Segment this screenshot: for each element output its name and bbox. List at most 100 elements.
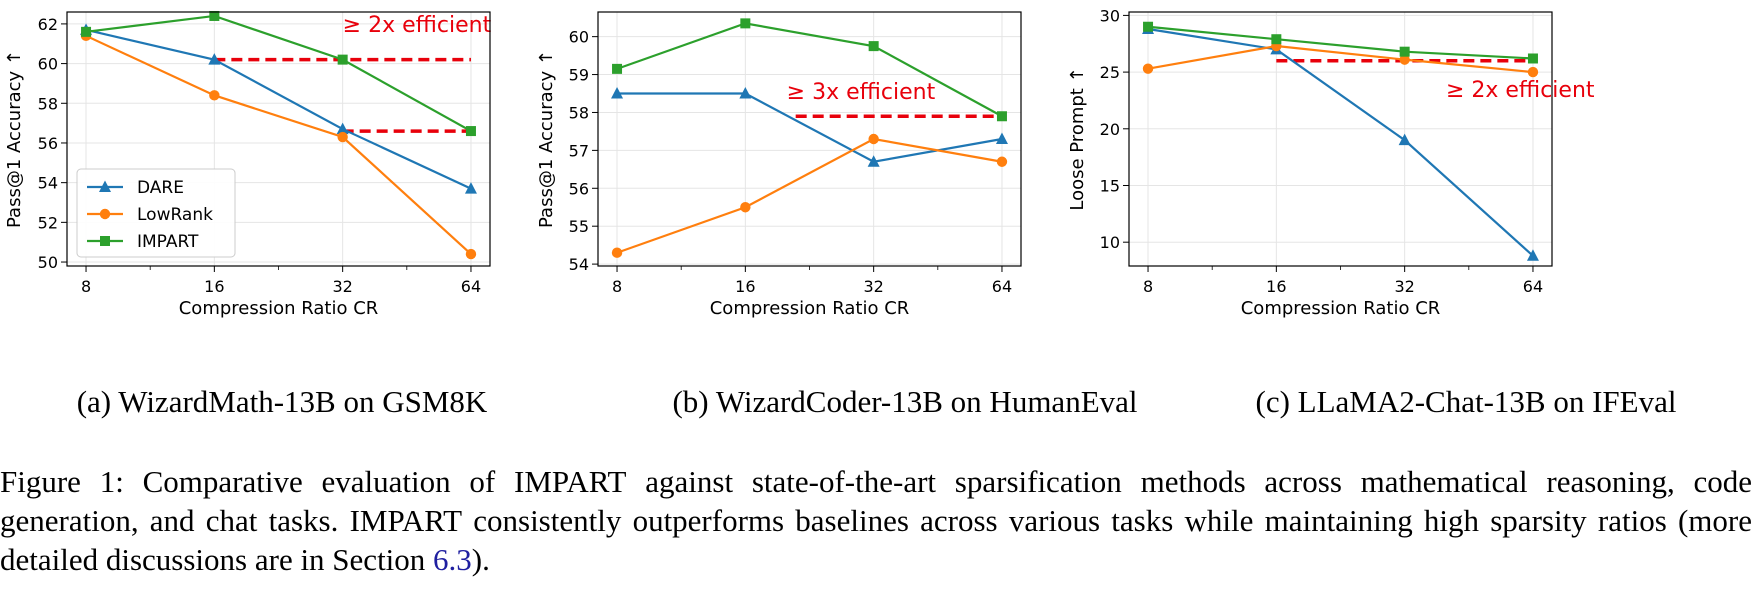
circle-marker: [740, 202, 751, 213]
y-tick-label: 25: [1100, 63, 1120, 82]
circle-marker: [99, 208, 111, 220]
y-tick-label: 55: [569, 217, 589, 236]
y-tick-label: 58: [38, 94, 58, 113]
y-tick-label: 57: [569, 141, 589, 160]
circle-marker: [1142, 63, 1154, 74]
y-tick-label: 60: [569, 28, 589, 47]
y-tick-label: 52: [38, 213, 58, 232]
series-line-lowrank: [616, 137, 1003, 254]
square-marker: [209, 10, 220, 21]
x-tick-label: 32: [863, 277, 883, 296]
subplot-caption-b: (b) WizardCoder-13B on HumanEval: [672, 384, 1138, 419]
square-marker: [1527, 53, 1538, 64]
plot-frame: [597, 11, 1022, 267]
x-axis-label: Compression Ratio CR: [710, 298, 910, 319]
legend-label: IMPART: [137, 232, 199, 252]
triangle-marker: [611, 87, 624, 99]
series-line-lowrank: [1147, 44, 1534, 74]
square-marker: [612, 63, 623, 74]
y-tick-label: 56: [569, 179, 589, 198]
square-marker: [868, 41, 879, 52]
x-tick-label: 32: [332, 277, 352, 296]
triangle-marker: [464, 182, 477, 194]
y-tick-label: 58: [569, 103, 589, 122]
circle-marker: [1399, 54, 1410, 65]
y-tick-label: 60: [38, 55, 58, 74]
x-axis-label: Compression Ratio CR: [179, 298, 379, 319]
x-tick-label: 8: [612, 277, 622, 296]
plot-frame: [66, 11, 491, 267]
chart-a: 8 16 32 64 50 52 54 56 58 60 62 Compression Ratio C…: [4, 10, 492, 319]
triangle-marker: [739, 87, 752, 99]
circle-marker: [337, 131, 348, 143]
triangle-marker: [99, 180, 111, 192]
circle-marker: [465, 248, 477, 260]
x-tick-label: 16: [735, 277, 755, 296]
y-tick-label: 15: [1100, 176, 1120, 195]
y-tick-label: 59: [569, 66, 589, 85]
y-tick-label: 54: [38, 174, 58, 193]
y-axis-label: Loose Prompt ↑: [1067, 67, 1088, 210]
circle-marker: [611, 247, 623, 258]
x-tick-label: 16: [204, 277, 224, 296]
y-tick-label: 30: [1100, 6, 1120, 25]
series-line-impart: [1147, 25, 1534, 60]
circle-marker: [209, 90, 220, 101]
efficiency-annotation: ≥ 2x efficient: [1446, 78, 1595, 103]
legend-box: [76, 168, 236, 258]
subplot-caption-a: (a) WizardMath-13B on GSM8K: [76, 384, 488, 419]
square-marker: [996, 111, 1007, 122]
figure-caption: Figure 1: Comparative evaluation of IMPA…: [0, 464, 1752, 577]
square-marker: [740, 18, 751, 29]
chart-c: 8 16 32 64 10 15 20 25 30 Compression Ratio CR Loo…: [1067, 6, 1595, 319]
square-marker: [465, 126, 476, 137]
plot-frame: [1128, 11, 1553, 267]
chart-b: 8 16 32 64 54 55 56 57 58 59 60 Compression Ratio C…: [536, 11, 1022, 319]
y-tick-label: 56: [38, 134, 58, 153]
series-line-lowrank: [85, 34, 472, 255]
x-tick-label: 64: [992, 277, 1012, 296]
series-line-dare: [1147, 27, 1534, 257]
x-tick-label: 64: [461, 277, 481, 296]
y-tick-label: 10: [1100, 233, 1120, 252]
subplot-caption-c: (c) LLaMA2-Chat-13B on IFEval: [1255, 384, 1677, 419]
triangle-marker: [208, 53, 221, 65]
triangle-marker: [867, 155, 880, 167]
triangle-marker: [995, 132, 1008, 144]
x-tick-label: 32: [1394, 277, 1414, 296]
efficiency-annotation: ≥ 2x efficient: [343, 13, 492, 38]
circle-marker: [868, 133, 879, 145]
square-marker: [1399, 46, 1410, 57]
section-link[interactable]: 6.3: [433, 542, 472, 577]
square-marker: [100, 236, 110, 246]
x-tick-label: 8: [81, 277, 91, 296]
triangle-marker: [1398, 133, 1411, 146]
legend: DARE LowRank IMPART: [76, 168, 236, 258]
series-line-dare: [85, 28, 472, 190]
legend-label: DARE: [137, 178, 184, 198]
square-marker: [81, 26, 92, 37]
y-axis-label: Pass@1 Accuracy ↑: [536, 50, 557, 228]
y-tick-label: 50: [38, 253, 58, 272]
series-line-impart: [85, 14, 472, 133]
method-name: IMPART: [514, 464, 627, 499]
y-axis-label: Pass@1 Accuracy ↑: [4, 50, 25, 228]
x-tick-label: 16: [1266, 277, 1286, 296]
circle-marker: [1527, 66, 1539, 78]
y-tick-label: 20: [1100, 120, 1120, 139]
square-marker: [337, 54, 348, 65]
square-marker: [1271, 34, 1282, 45]
series-line-impart: [616, 22, 1003, 118]
method-name: IMPART: [349, 503, 463, 538]
circle-marker: [996, 156, 1008, 167]
efficiency-annotation: ≥ 3x efficient: [787, 80, 936, 105]
triangle-marker: [336, 122, 349, 135]
y-tick-label: 62: [38, 15, 58, 34]
triangle-marker: [1526, 249, 1539, 261]
y-tick-label: 54: [569, 255, 589, 274]
legend-label: LowRank: [137, 205, 213, 225]
x-tick-label: 8: [1143, 277, 1153, 296]
x-tick-label: 64: [1523, 277, 1543, 296]
square-marker: [1143, 21, 1154, 32]
